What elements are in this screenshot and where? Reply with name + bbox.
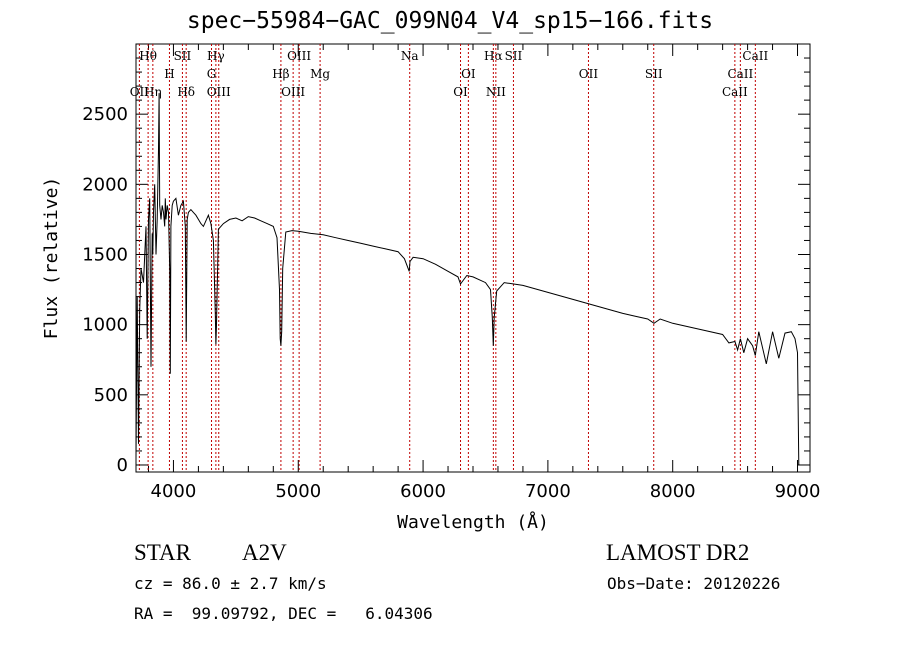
spectral-line-label: OI [461,67,476,81]
obs-date: Obs−Date: 20120226 [607,574,781,593]
spectral-line-label: OIII [281,85,305,99]
spectrum-series-line [135,93,800,466]
y-tick-label: 2500 [82,104,128,125]
y-tick-label: 500 [94,385,128,406]
x-tick-label: 9000 [775,481,821,502]
spectral-line-label: Na [401,49,419,63]
x-tick-label: 5000 [275,481,321,502]
spectral-line-label: SII [645,67,663,81]
spectral-line-label: CaII [722,85,748,99]
spectral-line-label: H [164,67,174,81]
spectral-line-label: CaII [742,49,768,63]
spectral-line-label: NII [486,85,506,99]
spectral-line-label: SII [174,49,192,63]
redshift-readout: cz = 86.0 ± 2.7 km/s [134,574,327,593]
x-tick-label: 6000 [400,481,446,502]
x-tick-label: 4000 [151,481,197,502]
spectral-line-label: Hγ [207,49,225,63]
spectral-line-label: OIII [207,85,231,99]
spectral-line-label: OII [579,67,599,81]
x-tick-label: 7000 [525,481,571,502]
spectral-line-label: OII [130,85,150,99]
spectral-line-label: Hβ [272,67,289,81]
spectral-line-label: Mg [310,67,330,81]
y-tick-label: 2000 [82,174,128,195]
spectral-line-label: G [207,67,217,81]
y-tick-label: 1000 [82,315,128,336]
x-tick-label: 8000 [650,481,696,502]
y-tick-label: 0 [117,455,128,476]
chart-title: spec−55984−GAC_099N04_V4_sp15−166.fits [186,8,714,34]
spectral-line-label: Hθ [139,49,157,63]
y-axis-label: Flux (relative) [41,177,62,340]
x-axis-label: Wavelength (Å) [397,511,549,533]
spectral-subclass: A2V [242,540,287,565]
plot-frame [135,43,811,473]
spectral-line-label: OI [453,85,468,99]
spectral-line-label: Hδ [177,85,195,99]
spectral-line-label: CaII [727,67,753,81]
spectral-line-label: Hα [484,49,503,63]
survey-name: LAMOST DR2 [606,540,750,565]
y-tick-label: 1500 [82,244,128,265]
spectral-line-label: OIII [287,49,311,63]
coordinates: RA = 99.09792, DEC = 6.04306 [134,604,433,623]
spectral-line-label: SII [505,49,523,63]
object-type: STAR [134,540,191,565]
